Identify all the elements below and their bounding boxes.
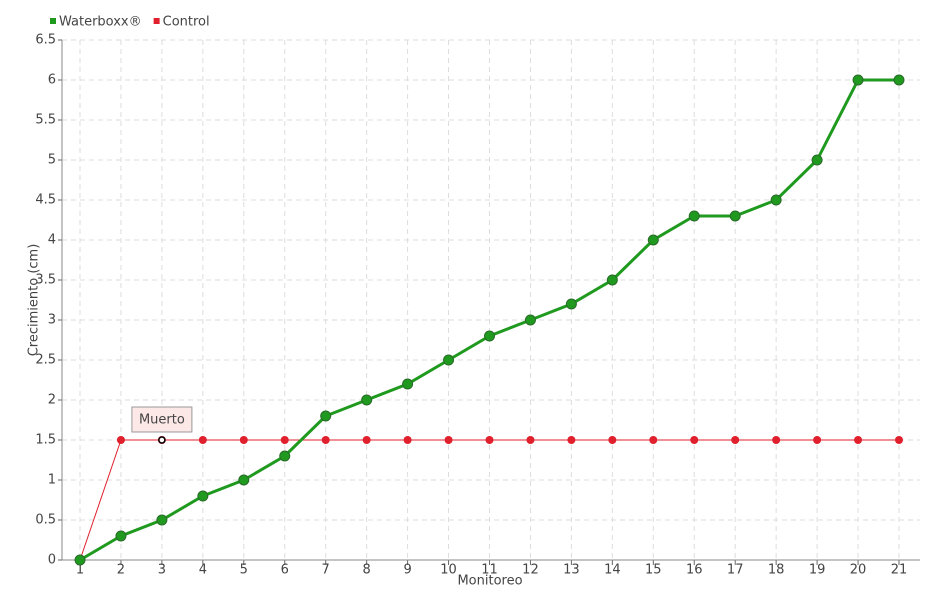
data-point [813, 436, 822, 444]
x-axis-title: Monitoreo [457, 574, 522, 589]
x-tick-label: 1 [76, 563, 84, 578]
data-point [485, 436, 494, 444]
legend-swatch [153, 18, 160, 24]
x-tick-label: 4 [199, 563, 207, 578]
data-point [320, 410, 332, 422]
x-tick-label: 12 [522, 563, 539, 578]
data-point [403, 436, 412, 444]
data-point [690, 436, 699, 444]
data-point [852, 74, 864, 86]
data-point [688, 210, 700, 222]
data-point [893, 74, 905, 86]
y-tick-label: 5.5 [35, 113, 56, 128]
data-point [526, 436, 535, 444]
x-tick-label: 21 [891, 563, 908, 578]
legend-label: Control [163, 15, 210, 30]
y-tick-label: 2.5 [35, 353, 56, 368]
x-tick-label: 15 [645, 563, 662, 578]
data-point [770, 194, 782, 206]
y-tick-label: 1 [48, 473, 56, 488]
data-point [567, 436, 576, 444]
x-tick-label: 18 [768, 563, 785, 578]
data-point [524, 314, 536, 326]
data-point [444, 436, 453, 444]
data-point [402, 378, 414, 390]
data-point [279, 450, 291, 462]
data-point [647, 234, 659, 246]
x-tick-label: 8 [363, 563, 371, 578]
data-point [608, 436, 617, 444]
y-tick-label: 5 [48, 153, 56, 168]
data-point [239, 436, 248, 444]
y-axis-title: Crecimiento (cm) [27, 244, 42, 357]
y-tick-label: 6 [48, 73, 56, 88]
data-point [362, 436, 371, 444]
x-tick-label: 19 [809, 563, 826, 578]
legend-label: Waterboxx® [59, 15, 142, 30]
y-tick-label: 2 [48, 393, 56, 408]
x-tick-label: 2 [117, 563, 125, 578]
annotation-box [131, 406, 193, 433]
data-point [565, 298, 577, 310]
x-tick-label: 7 [322, 563, 330, 578]
data-point [156, 514, 168, 526]
x-tick-label: 11 [481, 563, 498, 578]
legend-swatch [50, 18, 56, 24]
x-tick-label: 17 [727, 563, 744, 578]
data-point [606, 274, 618, 286]
x-tick-label: 16 [686, 563, 703, 578]
x-tick-label: 14 [604, 563, 621, 578]
data-point [361, 394, 373, 406]
x-tick-label: 3 [158, 563, 166, 578]
x-tick-label: 6 [281, 563, 289, 578]
data-point [115, 530, 127, 542]
data-point [484, 330, 495, 342]
data-point [811, 154, 823, 166]
data-point [238, 474, 250, 486]
data-point [649, 436, 658, 444]
data-point [443, 354, 455, 366]
data-point [321, 436, 330, 444]
y-tick-label: 3 [48, 313, 56, 328]
y-tick-label: 0.5 [35, 513, 56, 528]
y-tick-label: 1.5 [35, 433, 56, 448]
data-point [729, 210, 741, 222]
data-point [731, 436, 740, 444]
data-point [197, 490, 209, 502]
y-tick-label: 3.5 [35, 273, 56, 288]
y-tick-label: 4 [48, 233, 56, 248]
data-point [772, 436, 781, 444]
y-tick-label: 4.5 [35, 193, 56, 208]
data-point [198, 436, 207, 444]
annotation-text: Muerto [139, 413, 185, 428]
x-tick-label: 20 [850, 563, 867, 578]
annotation-point [158, 436, 166, 444]
x-tick-label: 13 [563, 563, 580, 578]
y-tick-label: 6.5 [35, 33, 56, 48]
data-point [116, 436, 125, 444]
data-point [74, 554, 86, 566]
x-tick-label: 5 [240, 563, 248, 578]
x-tick-label: 10 [440, 563, 457, 578]
x-tick-label: 9 [403, 563, 411, 578]
data-point [854, 436, 863, 444]
data-point [895, 436, 903, 444]
data-point [280, 436, 289, 444]
y-tick-label: 0 [48, 553, 56, 568]
